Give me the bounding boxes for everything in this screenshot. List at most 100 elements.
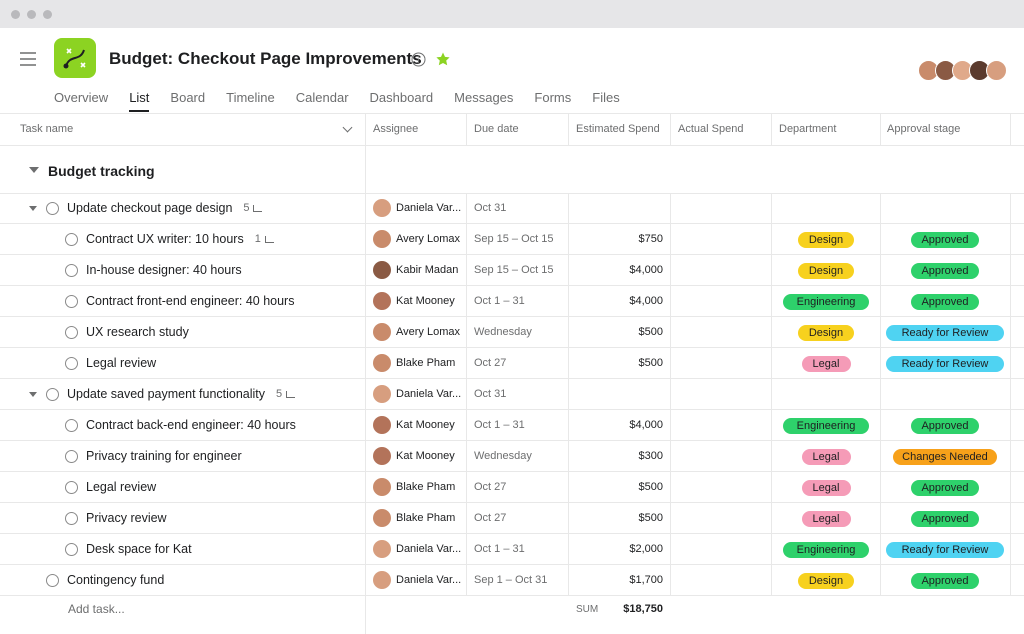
assignee: Kat Mooney xyxy=(396,419,455,431)
task-name[interactable]: Desk space for Kat xyxy=(86,542,192,556)
complete-check[interactable] xyxy=(46,202,59,215)
complete-check[interactable] xyxy=(65,543,78,556)
add-task[interactable]: Add task... xyxy=(68,602,125,616)
tab[interactable]: List xyxy=(129,90,150,105)
column-divider xyxy=(670,193,671,596)
complete-check[interactable] xyxy=(65,450,78,463)
approval-tag: Approved xyxy=(911,294,979,310)
info-icon[interactable] xyxy=(411,52,426,67)
expand-toggle[interactable] xyxy=(29,206,37,211)
complete-check[interactable] xyxy=(65,419,78,432)
task-name[interactable]: Legal review xyxy=(86,356,157,370)
column-divider xyxy=(365,114,366,634)
department-tag: Legal xyxy=(801,480,851,496)
task-name[interactable]: Update saved payment functionality xyxy=(67,387,266,401)
expand-toggle[interactable] xyxy=(29,392,37,397)
column-header[interactable]: Actual Spend xyxy=(678,123,744,135)
subtask-count: 5 xyxy=(276,388,283,400)
due-date: Wednesday xyxy=(474,326,532,338)
tab[interactable]: Dashboard xyxy=(369,90,434,105)
assignee-avatar xyxy=(373,571,391,589)
subtask-icon xyxy=(286,391,296,398)
complete-check[interactable] xyxy=(65,264,78,277)
task-name[interactable]: In-house designer: 40 hours xyxy=(86,263,242,277)
divider xyxy=(0,564,1024,565)
complete-check[interactable] xyxy=(65,512,78,525)
column-header[interactable]: Task name xyxy=(20,123,74,135)
star-icon[interactable] xyxy=(436,52,450,66)
tab[interactable]: Calendar xyxy=(295,90,349,105)
subtask-count: 5 xyxy=(243,202,250,214)
department-tag: Legal xyxy=(801,511,851,527)
department-tag: Engineering xyxy=(782,294,870,310)
approval-tag: Approved xyxy=(911,232,979,248)
column-divider xyxy=(771,193,772,596)
assignee-avatar xyxy=(373,292,391,310)
assignee: Blake Pham xyxy=(396,481,456,493)
task-name[interactable]: Contract UX writer: 10 hours xyxy=(86,232,244,246)
section-title: Budget tracking xyxy=(48,163,155,179)
estimated-spend: $500 xyxy=(638,357,663,369)
assignee-avatar xyxy=(373,323,391,341)
project-icon xyxy=(54,38,96,78)
tab[interactable]: Files xyxy=(592,90,620,105)
complete-check[interactable] xyxy=(46,574,59,587)
divider xyxy=(0,113,1024,114)
department-tag: Legal xyxy=(801,356,851,372)
task-name[interactable]: Contract front-end engineer: 40 hours xyxy=(86,294,295,308)
window-bar xyxy=(0,0,1024,28)
complete-check[interactable] xyxy=(65,357,78,370)
project-title: Budget: Checkout Page Improvements xyxy=(109,49,422,68)
department-tag: Engineering xyxy=(782,542,870,558)
task-name[interactable]: Update checkout page design xyxy=(67,201,233,215)
section-toggle[interactable] xyxy=(29,167,39,173)
approval-tag: Changes Needed xyxy=(892,449,998,465)
column-header[interactable]: Due date xyxy=(474,123,519,135)
column-divider xyxy=(1010,193,1011,596)
divider xyxy=(0,223,1024,224)
task-name[interactable]: Privacy review xyxy=(86,511,167,525)
column-header[interactable]: Estimated Spend xyxy=(576,123,660,135)
complete-check[interactable] xyxy=(65,481,78,494)
task-name[interactable]: Legal review xyxy=(86,480,157,494)
subtask-icon xyxy=(253,205,263,212)
task-name[interactable]: UX research study xyxy=(86,325,189,339)
complete-check[interactable] xyxy=(65,295,78,308)
due-date: Oct 1 – 31 xyxy=(474,295,525,307)
tab[interactable]: Board xyxy=(170,90,206,105)
tab[interactable]: Messages xyxy=(454,90,514,105)
assignee: Kat Mooney xyxy=(396,450,455,462)
column-menu[interactable] xyxy=(342,122,353,133)
estimated-spend: $1,700 xyxy=(629,574,663,586)
column-header[interactable]: Assignee xyxy=(373,123,419,135)
complete-check[interactable] xyxy=(65,326,78,339)
approval-tag: Approved xyxy=(911,511,979,527)
complete-check[interactable] xyxy=(46,388,59,401)
estimated-spend: $500 xyxy=(638,481,663,493)
divider xyxy=(0,347,1024,348)
assignee-avatar xyxy=(373,261,391,279)
sum-label: SUM xyxy=(576,604,599,615)
complete-check[interactable] xyxy=(65,233,78,246)
due-date: Sep 15 – Oct 15 xyxy=(474,233,554,245)
tab[interactable]: Timeline xyxy=(226,90,275,105)
member-avatar xyxy=(986,60,1007,81)
column-header[interactable]: Department xyxy=(779,123,837,135)
column-header[interactable]: Approval stage xyxy=(887,123,961,135)
task-name[interactable]: Contract back-end engineer: 40 hours xyxy=(86,418,296,432)
estimated-spend: $300 xyxy=(638,450,663,462)
assignee: Avery Lomax xyxy=(396,233,460,245)
column-divider xyxy=(466,114,467,145)
approval-tag: Approved xyxy=(911,263,979,279)
assignee: Daniela Var... xyxy=(396,388,462,400)
tab[interactable]: Forms xyxy=(534,90,572,105)
assignee-avatar xyxy=(373,199,391,217)
task-name[interactable]: Contingency fund xyxy=(67,573,165,587)
column-divider xyxy=(1010,114,1011,145)
assignee: Daniela Var... xyxy=(396,543,462,555)
task-name[interactable]: Privacy training for engineer xyxy=(86,449,242,463)
assignee: Daniela Var... xyxy=(396,574,462,586)
divider xyxy=(0,440,1024,441)
menu-icon[interactable] xyxy=(20,52,36,66)
tab[interactable]: Overview xyxy=(54,90,109,105)
